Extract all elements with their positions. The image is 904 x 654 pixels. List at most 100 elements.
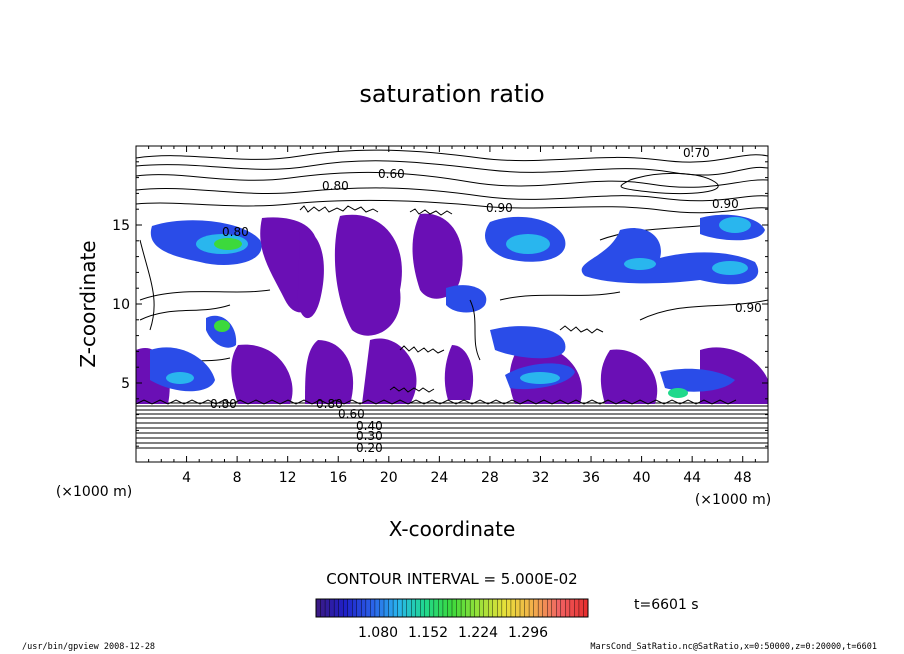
- colorbar-cell: [510, 598, 516, 618]
- colorbar-cell: [415, 598, 421, 618]
- contour-label: 0.80: [210, 397, 237, 411]
- colorbar-cell: [347, 598, 353, 618]
- plot-area: 0.700.600.800.90 0.900.800.900.800.800.60…: [136, 146, 768, 462]
- x-tick-label: 28: [481, 470, 499, 486]
- colorbar-cell: [343, 598, 349, 618]
- contour-label: 0.80: [222, 225, 249, 239]
- colorbar-cell: [519, 598, 526, 618]
- colorbar-cell: [551, 598, 557, 618]
- colorbar-cell: [447, 598, 453, 618]
- colorbar-label: 1.152: [408, 625, 448, 641]
- footer-left: /usr/bin/gpview 2008-12-28: [22, 642, 155, 652]
- colorbar-cell: [515, 598, 521, 618]
- colorbar-cell: [456, 598, 462, 618]
- colorbar-cell: [578, 598, 584, 618]
- colorbar-cell: [315, 598, 322, 618]
- colorbar-cell: [479, 598, 485, 618]
- colorbar-cell: [424, 598, 430, 618]
- colorbar-cell: [374, 598, 380, 618]
- colorbar-cell: [506, 598, 512, 618]
- colorbar-cell: [569, 598, 575, 618]
- x-tick-label: 16: [329, 470, 347, 486]
- colorbar-cell: [383, 598, 390, 618]
- contour-label: 0.90: [735, 301, 762, 315]
- contour-label: 0.30: [356, 429, 383, 443]
- colorbar-cell: [429, 598, 435, 618]
- colorbar-cell: [451, 598, 458, 618]
- y-axis: 5 10 15: [112, 161, 768, 447]
- colorbar-cell: [420, 598, 426, 618]
- colorbar-label: 1.224: [458, 625, 498, 641]
- contour-label: 0.40: [356, 419, 383, 433]
- colorbar-cell: [352, 598, 358, 618]
- contour-label: 0.90: [712, 197, 739, 211]
- colorbar-cell: [438, 598, 444, 618]
- colorbar-cell: [370, 598, 376, 618]
- colorbar-cell: [329, 598, 335, 618]
- colorbar-cell: [356, 598, 362, 618]
- colorbar-cell: [574, 598, 580, 618]
- colorbar-frame: [315, 598, 589, 618]
- colorbar-cell: [401, 598, 408, 618]
- colorbar-cell: [533, 598, 539, 618]
- colorbar-cell: [556, 598, 562, 618]
- y-tick-label: 10: [112, 297, 130, 313]
- colorbar-cell: [501, 598, 507, 618]
- contour-label: 0.90: [486, 201, 513, 215]
- colorbar-label: 1.080: [358, 625, 398, 641]
- colorbar-cell: [333, 598, 340, 618]
- colorbar-cell: [497, 598, 503, 618]
- colorbar-cell: [474, 598, 480, 618]
- x-tick-label: 36: [582, 470, 600, 486]
- colorbar-cell: [537, 598, 544, 618]
- colorbar-cell: [433, 598, 439, 618]
- x-unit-label: (×1000 m): [695, 492, 771, 508]
- chart-title: saturation ratio: [359, 80, 544, 108]
- colorbar-cell: [542, 598, 548, 618]
- colorbar-cell: [361, 598, 367, 618]
- colorbar-cell: [492, 598, 498, 618]
- colorbar-cell: [338, 598, 344, 618]
- contour-label: 0.20: [356, 441, 383, 455]
- x-tick-label: 24: [430, 470, 448, 486]
- colorbar-cell: [560, 598, 566, 618]
- colorbar-cell: [406, 598, 412, 618]
- x-tick-label: 20: [380, 470, 398, 486]
- x-tick-label: 12: [279, 470, 297, 486]
- colorbar-cell: [397, 598, 403, 618]
- contour-labels: 0.700.600.800.90 0.900.800.900.800.800.60…: [210, 146, 762, 455]
- y-unit-label: (×1000 m): [56, 484, 132, 500]
- colorbar-cell: [465, 598, 471, 618]
- contour-label: 0.60: [378, 167, 405, 181]
- x-tick-label: 48: [734, 470, 752, 486]
- colorbar: [315, 598, 589, 618]
- contour-label: 0.60: [338, 407, 365, 421]
- colorbar-cell: [388, 598, 394, 618]
- colorbar-cell: [547, 598, 553, 618]
- colorbar-cell: [365, 598, 371, 618]
- upper-contours: [136, 149, 768, 371]
- colorbar-label: 1.296: [508, 625, 548, 641]
- x-tick-label: 32: [532, 470, 550, 486]
- colorbar-cell: [524, 598, 530, 618]
- colorbar-cell: [469, 598, 476, 618]
- x-tick-label: 44: [683, 470, 701, 486]
- colorbar-cell: [460, 598, 467, 618]
- colorbar-cell: [565, 598, 571, 618]
- noise-contours: [136, 205, 737, 405]
- peak-cores: [166, 217, 751, 398]
- colorbar-cell: [379, 598, 385, 618]
- colorbar-cell: [483, 598, 489, 618]
- colorbar-labels: 1.080 1.152 1.224 1.296: [358, 625, 548, 641]
- y-axis-label: Z-coordinate: [76, 240, 100, 367]
- colorbar-cell: [488, 598, 494, 618]
- x-tick-label: 40: [633, 470, 651, 486]
- x-tick-label: 4: [182, 470, 191, 486]
- colorbar-cell: [528, 598, 535, 618]
- x-axis: 4 8 12 16 20 24 28 32 36 40 44 48: [148, 146, 756, 486]
- colorbar-cell: [442, 598, 448, 618]
- contour-label: 0.80: [316, 397, 343, 411]
- y-tick-label: 5: [121, 376, 130, 392]
- x-axis-label: X-coordinate: [389, 517, 516, 541]
